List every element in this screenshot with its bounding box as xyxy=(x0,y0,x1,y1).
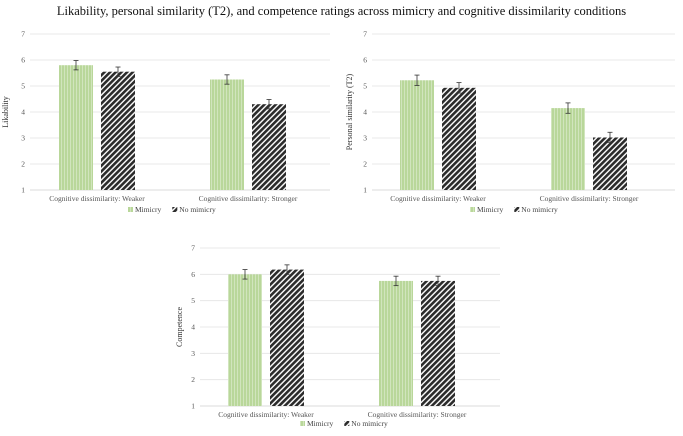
y-tick-label: 6 xyxy=(21,56,25,65)
error-bar xyxy=(393,275,399,287)
error-bar xyxy=(414,74,420,86)
y-tick-label: 3 xyxy=(363,134,367,143)
y-tick-label: 1 xyxy=(363,186,367,195)
legend-label-no-mimicry: No mimicry xyxy=(521,205,558,214)
bar-no-mimicry xyxy=(270,269,304,406)
likability-chart: 1 2 3 4 5 6 7 Likability Cognitive dissimilarity… xyxy=(1,30,330,214)
error-bar xyxy=(224,74,230,85)
x-category-label: Cognitive dissimilarity: Weaker xyxy=(390,194,486,203)
legend-swatch-no-mimicry xyxy=(514,207,520,212)
legend-swatch-mimicry xyxy=(470,207,475,212)
y-axis-label: Personal similarity (T2) xyxy=(345,73,354,150)
y-tick-label: 2 xyxy=(21,160,25,169)
y-axis-label: Competence xyxy=(175,307,184,347)
legend-swatch-no-mimicry xyxy=(344,421,350,426)
bar-mimicry xyxy=(379,280,413,406)
y-tick-label: 4 xyxy=(363,108,367,117)
error-bar xyxy=(242,269,248,280)
x-category-label: Cognitive dissimilarity: Stronger xyxy=(199,194,298,203)
personal-similarity-chart: 1 2 3 4 5 6 7 Personal similarity (T2) Cognitive… xyxy=(345,30,675,214)
bar-mimicry xyxy=(228,274,262,406)
bar-no-mimicry xyxy=(442,87,476,190)
legend-label-mimicry: Mimicry xyxy=(477,205,503,214)
error-bar xyxy=(115,66,121,77)
legend-label-no-mimicry: No mimicry xyxy=(179,205,216,214)
y-tick-label: 7 xyxy=(363,30,367,39)
y-tick-label: 1 xyxy=(21,186,25,195)
bar-no-mimicry xyxy=(101,71,135,190)
legend-swatch-mimicry xyxy=(128,207,133,212)
bar-no-mimicry xyxy=(421,280,455,406)
y-tick-label: 3 xyxy=(21,134,25,143)
error-bar xyxy=(607,131,613,144)
legend-label-mimicry: Mimicry xyxy=(307,419,333,428)
bar-no-mimicry xyxy=(593,137,627,190)
figure-title: Likability, personal similarity (T2), an… xyxy=(56,4,627,18)
error-bar xyxy=(284,264,290,275)
y-tick-label: 5 xyxy=(191,296,195,305)
bar-no-mimicry xyxy=(252,104,286,190)
legend-swatch-mimicry xyxy=(300,421,305,426)
y-tick-label: 7 xyxy=(191,244,195,253)
bar-mimicry xyxy=(400,80,434,190)
y-tick-label: 5 xyxy=(21,82,25,91)
bar-mimicry xyxy=(551,108,585,190)
legend-swatch-no-mimicry xyxy=(172,207,178,212)
bar-mimicry xyxy=(210,79,244,190)
y-tick-label: 2 xyxy=(191,375,195,384)
y-tick-label: 6 xyxy=(363,56,367,65)
error-bar xyxy=(456,82,462,94)
bar-mimicry xyxy=(59,65,93,190)
x-category-label: Cognitive dissimilarity: Stronger xyxy=(368,410,467,419)
y-tick-label: 2 xyxy=(363,160,367,169)
y-tick-label: 4 xyxy=(21,108,25,117)
legend-label-mimicry: Mimicry xyxy=(135,205,161,214)
y-tick-label: 6 xyxy=(191,270,195,279)
y-tick-label: 5 xyxy=(363,82,367,91)
y-tick-label: 7 xyxy=(21,30,25,39)
legend-label-no-mimicry: No mimicry xyxy=(351,419,388,428)
x-category-label: Cognitive dissimilarity: Stronger xyxy=(540,194,639,203)
error-bar xyxy=(266,99,272,110)
y-tick-label: 4 xyxy=(191,323,195,332)
y-tick-label: 3 xyxy=(191,349,195,358)
error-bar xyxy=(435,275,441,287)
x-category-label: Cognitive dissimilarity: Weaker xyxy=(218,410,314,419)
error-bar xyxy=(73,60,79,71)
competence-chart: 1 2 3 4 5 6 7 Competence Cognitive dissimilarity… xyxy=(175,244,500,428)
error-bar xyxy=(565,102,571,114)
y-tick-label: 1 xyxy=(191,402,195,411)
y-axis-label: Likability xyxy=(1,96,10,128)
x-category-label: Cognitive dissimilarity: Weaker xyxy=(49,194,145,203)
